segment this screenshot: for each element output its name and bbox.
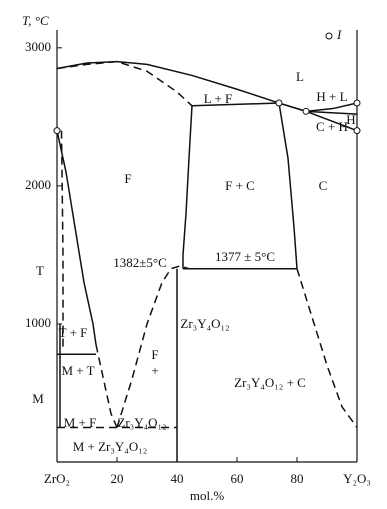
phase-boundary bbox=[95, 344, 118, 428]
region-label: M + F bbox=[64, 415, 97, 430]
y-tick-label: 1000 bbox=[25, 315, 51, 330]
region-label: M + Zr₃Y₄O₁₂ bbox=[73, 439, 148, 454]
legend-label: I bbox=[336, 27, 342, 42]
region-label: F bbox=[124, 171, 131, 186]
region-label: C bbox=[319, 178, 328, 193]
region-label: H + L bbox=[316, 89, 347, 104]
region-label: T + F bbox=[59, 325, 88, 340]
phase-boundary bbox=[191, 102, 280, 107]
region-label: L bbox=[296, 69, 304, 84]
y-axis-label: T, °C bbox=[22, 13, 49, 28]
phase-boundary bbox=[278, 102, 298, 269]
x-axis-label: mol.% bbox=[190, 488, 224, 503]
y-tick-label: 3000 bbox=[25, 39, 51, 54]
phase-boundary bbox=[182, 105, 193, 269]
x-tick-label: 40 bbox=[171, 471, 184, 486]
invariant-point bbox=[275, 99, 283, 107]
region-label: C + H bbox=[316, 119, 348, 134]
region-label: Zr₃Y₄O₁₂ bbox=[117, 415, 166, 430]
x-tick-label: 60 bbox=[231, 471, 244, 486]
phase-boundary bbox=[56, 60, 193, 107]
phase-boundary bbox=[60, 130, 64, 352]
region-label: T bbox=[36, 263, 44, 278]
invariant-point bbox=[302, 107, 310, 115]
region-label: 1382±5°C bbox=[113, 255, 167, 270]
invariant-point bbox=[53, 127, 61, 135]
region-label: M bbox=[32, 391, 44, 406]
phase-boundary bbox=[56, 130, 97, 345]
x-tick-label: 80 bbox=[291, 471, 304, 486]
region-label: H bbox=[346, 112, 355, 127]
x-tick-label: Y₂O₃ bbox=[343, 471, 371, 486]
legend-marker bbox=[325, 32, 333, 40]
region-label: M + T bbox=[61, 363, 94, 378]
region-label: Zr₃Y₄O₁₂ bbox=[180, 316, 229, 331]
region-label: 1377 ± 5°C bbox=[215, 249, 275, 264]
region-label: + bbox=[151, 363, 158, 378]
region-label: Zr₃Y₄O₁₂ + C bbox=[234, 375, 306, 390]
region-label: L + F bbox=[204, 91, 233, 106]
invariant-point bbox=[353, 127, 361, 135]
phase-boundary bbox=[305, 110, 358, 115]
region-label: F + C bbox=[225, 178, 255, 193]
phase-boundary bbox=[296, 268, 358, 428]
x-tick-label: ZrO₂ bbox=[44, 471, 70, 486]
x-tick-label: 20 bbox=[111, 471, 124, 486]
y-tick-label: 2000 bbox=[25, 177, 51, 192]
region-label: F bbox=[151, 347, 158, 362]
invariant-point bbox=[353, 99, 361, 107]
